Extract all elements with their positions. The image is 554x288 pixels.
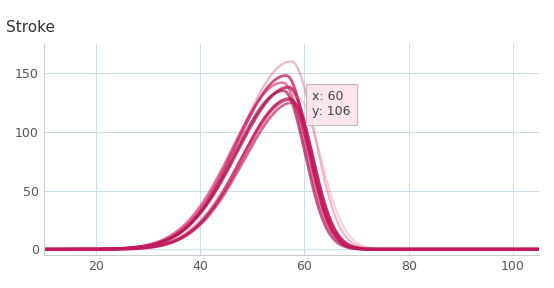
Text: x: 60
y: 106: x: 60 y: 106 [312,90,351,118]
Text: Stroke: Stroke [6,20,54,35]
